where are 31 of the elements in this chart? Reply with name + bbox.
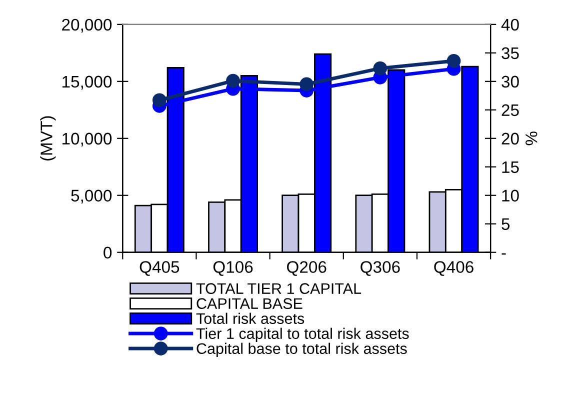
y2-tick-label: 5 (502, 218, 510, 230)
legend-label: CAPITAL BASE (196, 298, 302, 309)
y-tick-label: 10,000 (62, 132, 112, 147)
x-tick-label: Q306 (360, 261, 400, 276)
legend-label: Tier 1 capital to total risk assets (196, 328, 409, 342)
y-tick-label: 15,000 (62, 76, 112, 90)
y2-axis-title: % (526, 132, 538, 146)
point (300, 77, 314, 92)
y2-tick-label: 30 (502, 76, 519, 88)
x-tick-label: Q406 (434, 261, 474, 276)
point (373, 61, 388, 76)
x-tick-label: Q106 (213, 261, 253, 276)
y2-tick-label: 40 (501, 18, 519, 31)
y2-tick-label: - (502, 253, 506, 255)
y2-tick-label: 25 (502, 104, 519, 116)
point (226, 74, 240, 88)
legend-label: Total risk assets (196, 312, 304, 324)
y2-tick-label: 15 (502, 161, 519, 174)
y-axis-title: (MVT) (40, 116, 56, 160)
point (152, 93, 166, 108)
y-tick-label: 20,000 (62, 18, 112, 33)
legend-label: Capital base to total risk assets (196, 342, 407, 358)
y-tick-label: 0 (104, 246, 112, 259)
y2-tick-label: 20 (502, 132, 519, 145)
legend-label: TOTAL TIER 1 CAPITAL (196, 283, 362, 294)
y2-tick-label: 10 (502, 190, 519, 202)
y-tick-label: 5,000 (71, 190, 112, 204)
y2-tick-label: 35 (502, 47, 519, 60)
x-tick-label: Q206 (287, 261, 326, 276)
point (446, 54, 461, 68)
x-tick-label: Q405 (140, 261, 180, 276)
